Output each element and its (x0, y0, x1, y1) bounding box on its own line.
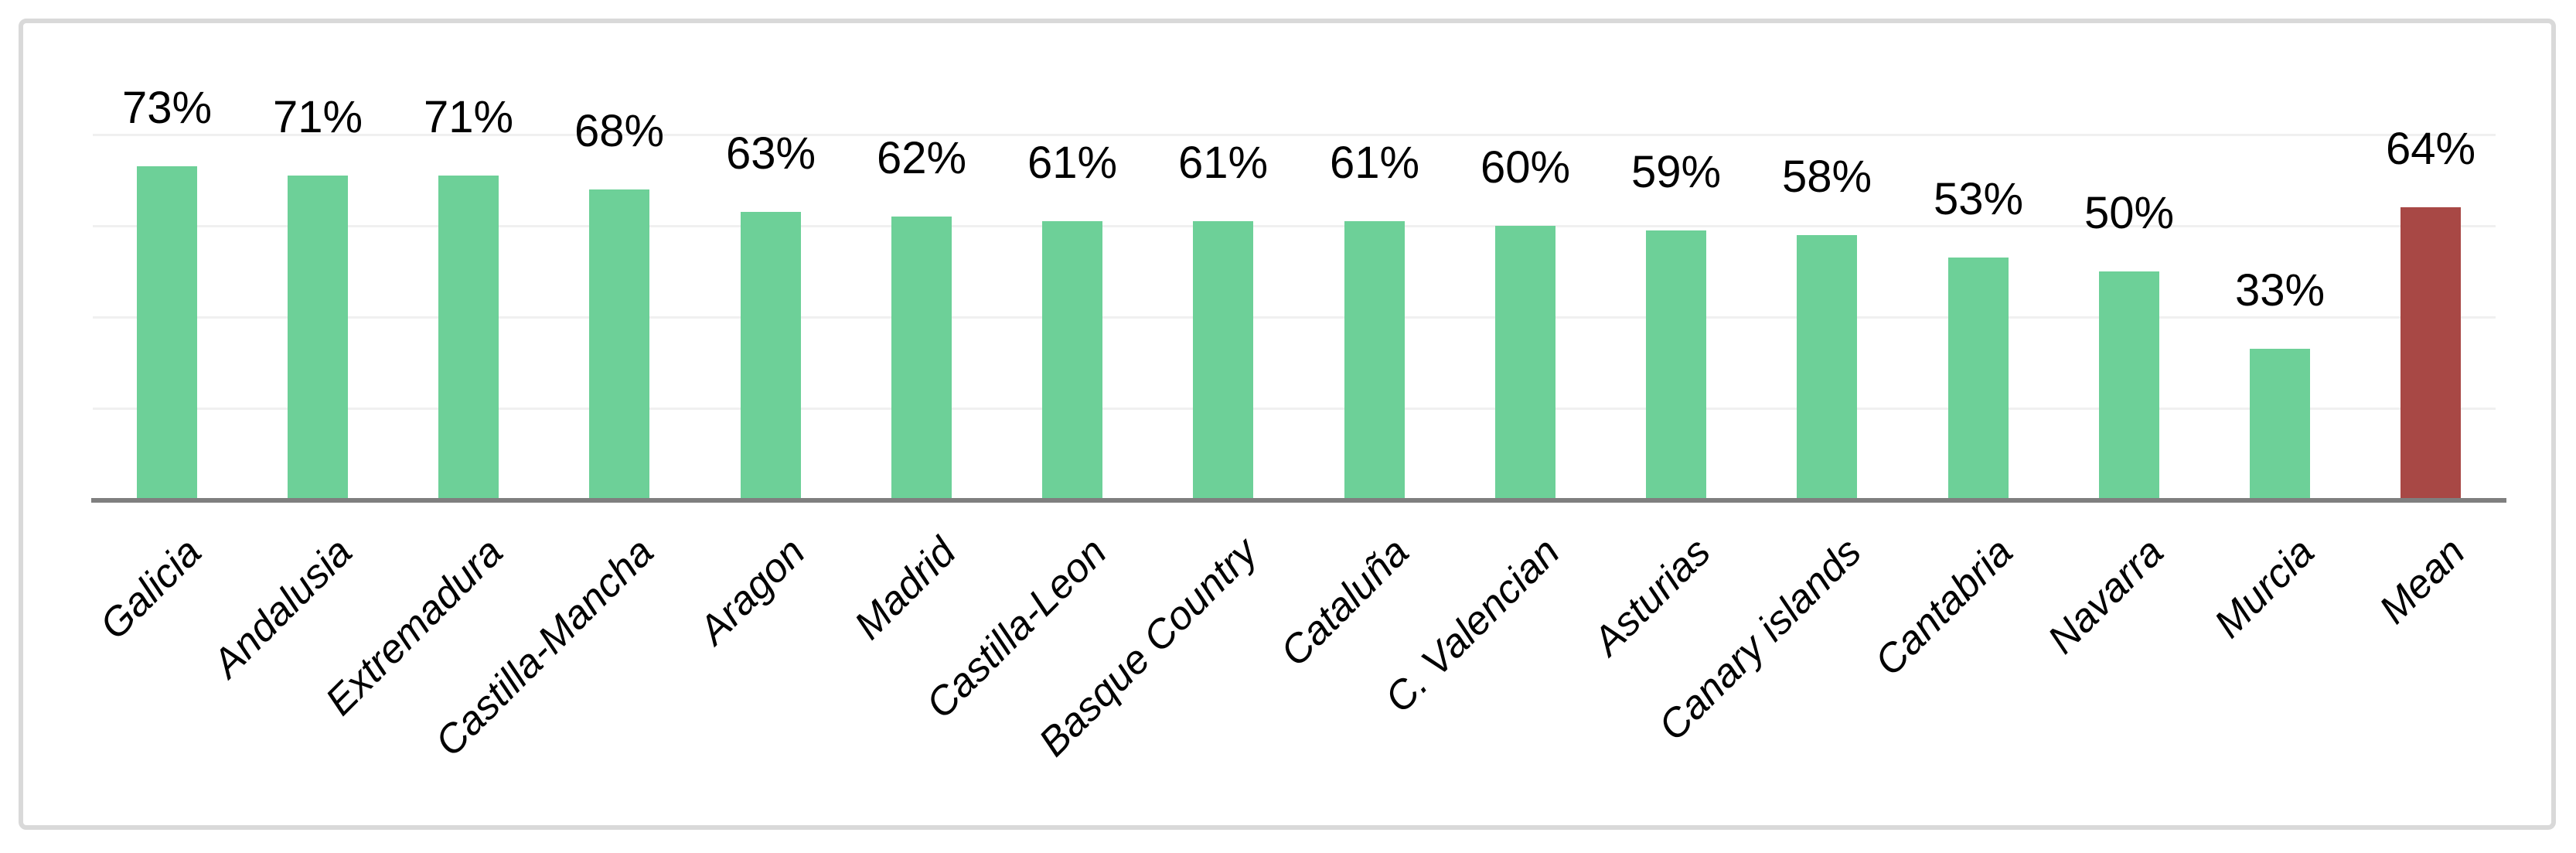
value-label-castilla-leon: 61% (1027, 138, 1118, 188)
bar-asturias (1646, 230, 1706, 500)
gridline-60pct (93, 225, 2496, 227)
bar-catalu-a (1344, 221, 1405, 500)
bar-aragon (741, 212, 801, 500)
value-label-galicia: 73% (121, 83, 213, 133)
bar-c-valencian (1495, 226, 1555, 500)
bar-basque-country (1193, 221, 1253, 500)
bar-mean (2401, 207, 2461, 500)
gridline-40pct (93, 316, 2496, 319)
value-label-asturias: 59% (1630, 147, 1722, 197)
gridline-20pct (93, 408, 2496, 410)
bar-castilla-mancha (589, 189, 649, 500)
value-label-castilla-mancha: 68% (574, 106, 665, 156)
bar-navarra (2099, 271, 2159, 500)
value-label-basque-country: 61% (1177, 138, 1269, 188)
value-label-mean: 64% (2385, 124, 2476, 174)
value-label-c-valencian: 60% (1480, 142, 1571, 193)
bar-galicia (137, 166, 197, 500)
value-label-cantabria: 53% (1933, 174, 2024, 224)
bar-cantabria (1948, 258, 2009, 500)
bar-castilla-leon (1042, 221, 1102, 500)
bar-madrid (891, 217, 952, 500)
value-label-canary-islands: 58% (1781, 152, 1872, 202)
value-label-murcia: 33% (2234, 265, 2326, 316)
bar-canary-islands (1797, 235, 1857, 500)
value-label-catalu-a: 61% (1329, 138, 1420, 188)
x-axis-line (91, 498, 2506, 503)
value-label-navarra: 50% (2084, 188, 2175, 238)
bar-andalusia (288, 176, 348, 500)
gridline-80pct (93, 134, 2496, 136)
value-label-aragon: 63% (725, 128, 816, 179)
bar-murcia (2250, 349, 2310, 500)
value-label-extremadura: 71% (423, 92, 514, 142)
value-label-andalusia: 71% (272, 92, 363, 142)
bar-extremadura (438, 176, 499, 500)
value-label-madrid: 62% (876, 133, 967, 183)
